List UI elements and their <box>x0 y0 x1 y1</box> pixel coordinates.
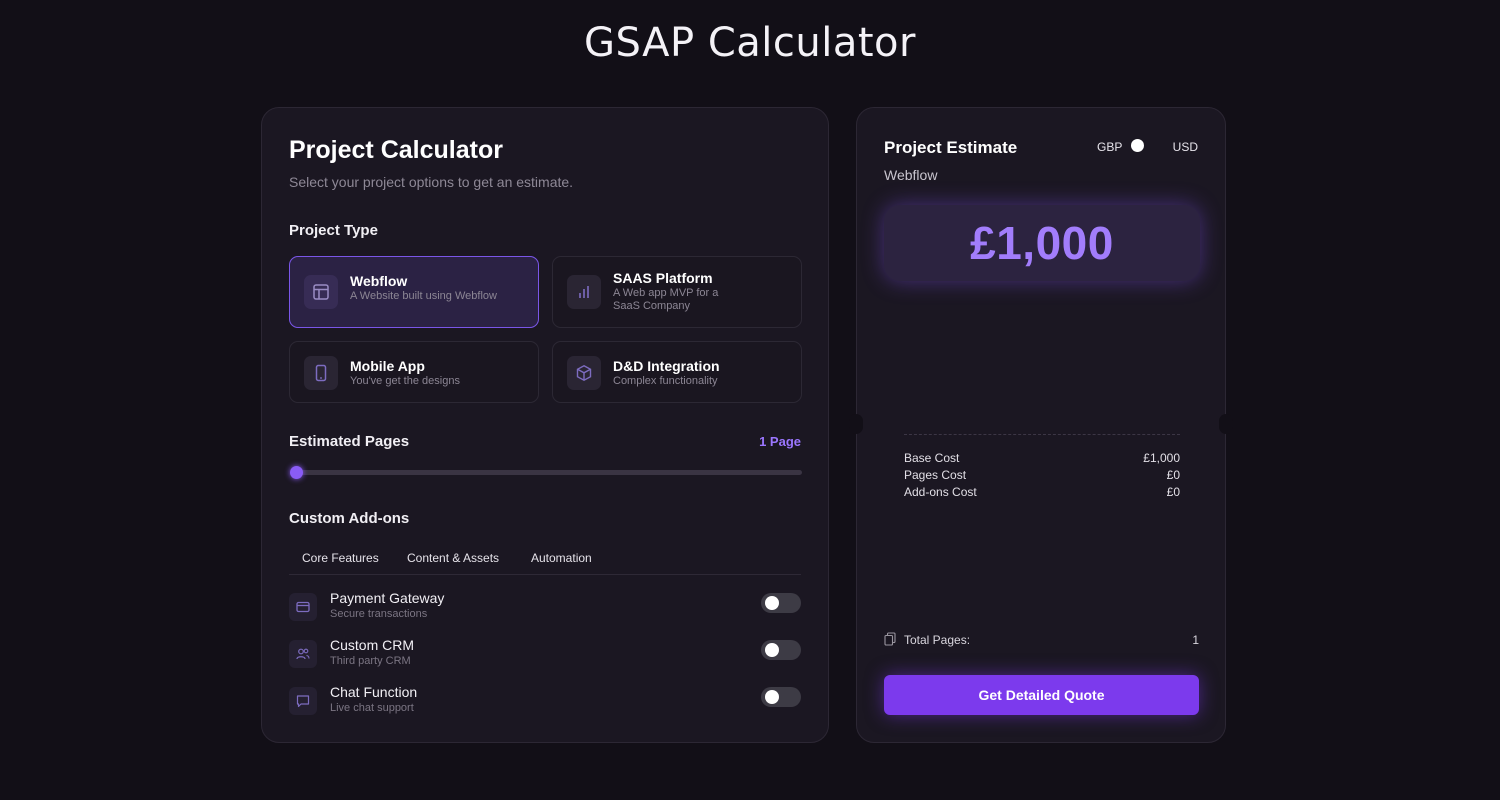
addon-tabs: Core Features Content & Assets Automatio… <box>289 550 801 575</box>
cost-label: Base Cost <box>904 451 960 465</box>
users-icon <box>289 640 317 668</box>
option-description: A Website built using Webflow <box>350 290 497 302</box>
chat-bubble-icon <box>289 687 317 715</box>
total-pages-value: 1 <box>1192 633 1199 647</box>
pages-slider-track[interactable] <box>296 470 802 475</box>
payment-gateway-toggle[interactable] <box>761 593 801 613</box>
pages-slider-thumb[interactable] <box>290 466 303 479</box>
project-type-saas-platform[interactable]: SAAS Platform A Web app MVP for a SaaS C… <box>552 256 802 328</box>
cost-label: Add-ons Cost <box>904 485 977 499</box>
toggle-knob <box>765 596 779 610</box>
option-description: A Web app MVP for a SaaS Company <box>613 287 719 312</box>
project-type-mobile-app[interactable]: Mobile App You've get the designs <box>289 341 539 403</box>
get-detailed-quote-button[interactable]: Get Detailed Quote <box>884 675 1199 715</box>
estimated-pages-label: Estimated Pages <box>289 433 410 450</box>
ticket-notch-right <box>1219 414 1233 434</box>
credit-card-icon <box>289 593 317 621</box>
layout-icon <box>304 275 338 309</box>
addon-name: Chat Function <box>330 684 418 700</box>
project-type-dd-integration[interactable]: D&D Integration Complex functionality <box>552 341 802 403</box>
bar-chart-icon <box>567 275 601 309</box>
custom-addons-label: Custom Add-ons <box>289 510 410 527</box>
option-title: D&D Integration <box>613 358 720 374</box>
copy-icon <box>884 632 896 649</box>
custom-crm-toggle[interactable] <box>761 640 801 660</box>
addon-name: Payment Gateway <box>330 590 445 606</box>
estimate-project-type: Webflow <box>884 167 938 183</box>
toggle-knob <box>765 643 779 657</box>
addon-payment-gateway: Payment Gateway Secure transactions <box>289 590 801 630</box>
project-estimate-card: Project Estimate GBP USD Webflow £1,000 … <box>849 107 1233 743</box>
page-title: GSAP Calculator <box>584 20 916 66</box>
option-title: SAAS Platform <box>613 270 713 286</box>
option-description: You've get the designs <box>350 375 460 387</box>
option-description: Complex functionality <box>613 375 718 387</box>
project-type-webflow[interactable]: Webflow A Website built using Webflow <box>289 256 539 328</box>
currency-usd-label: USD <box>1172 140 1198 154</box>
addon-description: Secure transactions <box>330 608 428 620</box>
tab-core-features[interactable]: Core Features <box>302 551 379 565</box>
option-title: Mobile App <box>350 358 425 374</box>
ticket-notch-left <box>849 414 863 434</box>
cube-icon <box>567 356 601 390</box>
addon-name: Custom CRM <box>330 637 415 653</box>
estimate-title: Project Estimate <box>884 138 1018 157</box>
toggle-knob <box>765 690 779 704</box>
divider <box>904 434 1180 435</box>
tab-automation[interactable]: Automation <box>531 551 592 565</box>
currency-toggle[interactable] <box>1131 139 1144 152</box>
project-type-label: Project Type <box>289 222 378 239</box>
pages-value: 1 Page <box>759 434 801 449</box>
addon-description: Live chat support <box>330 702 414 714</box>
smartphone-icon <box>304 356 338 390</box>
total-pages-label: Total Pages: <box>904 633 971 647</box>
addon-description: Third party CRM <box>330 655 411 667</box>
addon-custom-crm: Custom CRM Third party CRM <box>289 637 801 677</box>
project-calculator-card: Project Calculator Select your project o… <box>261 107 829 743</box>
addon-chat-function: Chat Function Live chat support <box>289 684 801 724</box>
cost-value: £0 <box>1166 485 1180 499</box>
cost-label: Pages Cost <box>904 468 967 482</box>
tab-content-assets[interactable]: Content & Assets <box>407 551 500 565</box>
calculator-title: Project Calculator <box>289 136 503 164</box>
calculator-subtitle: Select your project options to get an es… <box>289 174 574 190</box>
price-display: £1,000 <box>884 205 1200 281</box>
price-value: £1,000 <box>970 217 1114 269</box>
option-title: Webflow <box>350 273 408 289</box>
currency-gbp-label: GBP <box>1097 140 1123 154</box>
cost-value: £0 <box>1166 468 1180 482</box>
cost-value: £1,000 <box>1143 451 1180 465</box>
chat-function-toggle[interactable] <box>761 687 801 707</box>
